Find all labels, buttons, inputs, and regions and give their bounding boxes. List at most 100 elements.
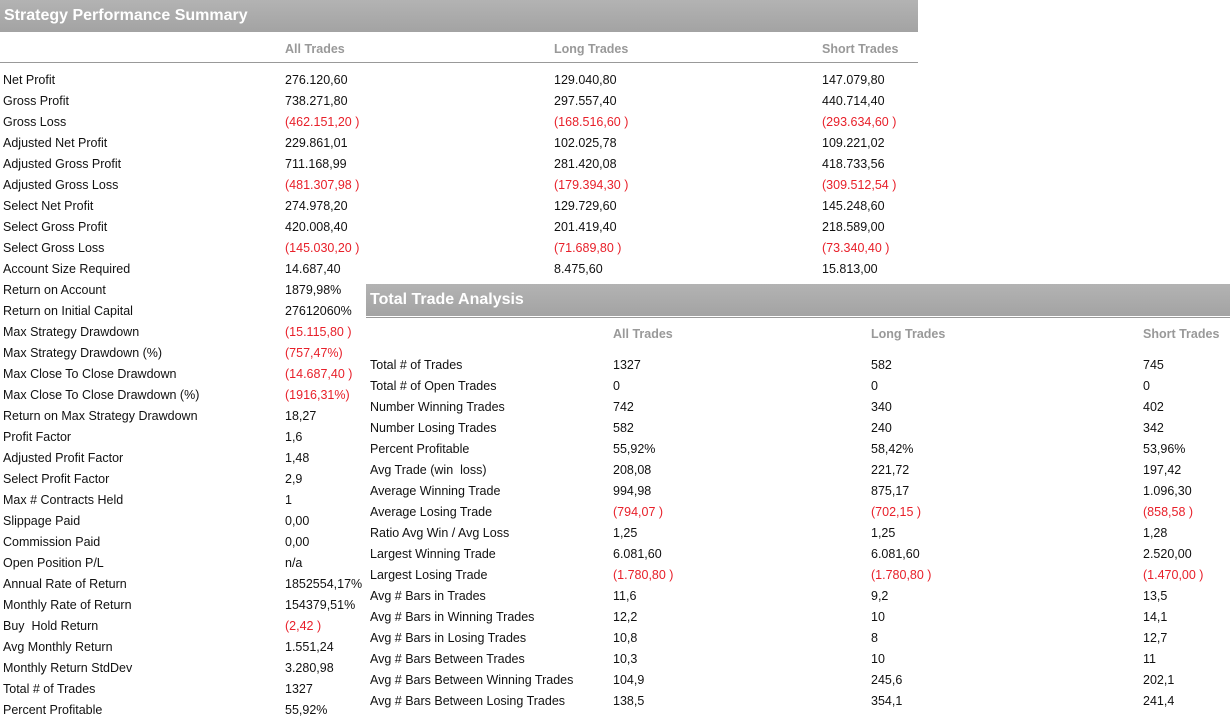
value: 354,1 <box>871 694 903 708</box>
value: 55,92% <box>285 703 328 717</box>
value: 1327 <box>285 682 313 696</box>
value: 418.733,56 <box>822 157 885 171</box>
value: 2.520,00 <box>1143 547 1192 561</box>
value: 202,1 <box>1143 673 1175 687</box>
value: 8.475,60 <box>554 262 603 276</box>
value: 10 <box>871 652 885 666</box>
row-label: Return on Max Strategy Drawdown <box>3 409 198 423</box>
column-header: All Trades <box>285 42 345 56</box>
value: 0 <box>871 379 878 393</box>
value: 221,72 <box>871 463 910 477</box>
value: 218.589,00 <box>822 220 885 234</box>
row-label: Select Gross Profit <box>3 220 108 234</box>
value: 109.221,02 <box>822 136 885 150</box>
row-label: Percent Profitable <box>3 703 103 717</box>
value: 402 <box>1143 400 1164 414</box>
row-label: Open Position P/L <box>3 556 104 570</box>
value: (794,07 ) <box>613 505 664 519</box>
value: (1.470,00 ) <box>1143 568 1204 582</box>
value: (71.689,80 ) <box>554 241 622 255</box>
value: 281.420,08 <box>554 157 617 171</box>
column-header: Long Trades <box>871 327 946 341</box>
value: 2,9 <box>285 472 303 486</box>
row-label: Largest Losing Trade <box>370 568 488 582</box>
column-header: Long Trades <box>554 42 629 56</box>
value: 1 <box>285 493 292 507</box>
row-label: Avg # Bars Between Winning Trades <box>370 673 574 687</box>
value: 18,27 <box>285 409 317 423</box>
value: (1.780,80 ) <box>613 568 674 582</box>
value: 0 <box>613 379 620 393</box>
value: 1852554,17% <box>285 577 363 591</box>
value: (702,15 ) <box>871 505 922 519</box>
row-label: Max Strategy Drawdown <box>3 325 140 339</box>
value: 1,28 <box>1143 526 1168 540</box>
value: 11 <box>1143 652 1156 666</box>
value: 1,6 <box>285 430 303 444</box>
row-label: Total # of Trades <box>3 682 96 696</box>
value: 138,5 <box>613 694 645 708</box>
value: 582 <box>613 421 634 435</box>
row-label: Select Profit Factor <box>3 472 110 486</box>
column-header: Short Trades <box>822 42 899 56</box>
value: 129.040,80 <box>554 73 617 87</box>
value: 582 <box>871 358 892 372</box>
value: 145.248,60 <box>822 199 885 213</box>
value: 14.687,40 <box>285 262 341 276</box>
value: 10,8 <box>613 631 638 645</box>
value: (1.780,80 ) <box>871 568 932 582</box>
value: 0 <box>1143 379 1150 393</box>
row-label: Account Size Required <box>3 262 131 276</box>
value: 342 <box>1143 421 1164 435</box>
value: 274.978,20 <box>285 199 348 213</box>
value: 229.861,01 <box>285 136 348 150</box>
value: 1,48 <box>285 451 310 465</box>
value: (757,47%) <box>285 346 343 360</box>
value: (293.634,60 ) <box>822 115 897 129</box>
row-label: Return on Initial Capital <box>3 304 133 318</box>
row-label: Number Winning Trades <box>370 400 505 414</box>
value: 104,9 <box>613 673 645 687</box>
row-label: Slippage Paid <box>3 514 81 528</box>
value: 245,6 <box>871 673 903 687</box>
value: 297.557,40 <box>554 94 617 108</box>
value: 1.096,30 <box>1143 484 1192 498</box>
section-title: Strategy Performance Summary <box>0 0 918 32</box>
row-label: Avg # Bars in Trades <box>370 589 486 603</box>
value: 711.168,99 <box>285 157 347 171</box>
value: 154379,51% <box>285 598 356 612</box>
row-label: Avg # Bars in Winning Trades <box>370 610 535 624</box>
value: 6.081,60 <box>613 547 662 561</box>
row-label: Net Profit <box>3 73 56 87</box>
value: 8 <box>871 631 878 645</box>
value: 241,4 <box>1143 694 1175 708</box>
row-label: Buy Hold Return <box>3 619 99 633</box>
value: 3.280,98 <box>285 661 334 675</box>
row-label: Avg # Bars Between Trades <box>370 652 525 666</box>
row-label: Commission Paid <box>3 535 101 549</box>
value: 745 <box>1143 358 1164 372</box>
row-label: Average Losing Trade <box>370 505 493 519</box>
section-title: Total Trade Analysis <box>366 284 1230 316</box>
column-header: Short Trades <box>1143 327 1220 341</box>
value: (2,42 ) <box>285 619 322 633</box>
value: n/a <box>285 556 303 570</box>
value: (168.516,60 ) <box>554 115 629 129</box>
row-label: Max # Contracts Held <box>3 493 124 507</box>
column-header: All Trades <box>613 327 673 341</box>
trade-analysis: Total Trade Analysis All Trades Long Trad… <box>366 284 1230 722</box>
value: 0,00 <box>285 514 310 528</box>
value: (462.151,20 ) <box>285 115 360 129</box>
row-label: Total # of Trades <box>370 358 463 372</box>
value: 10 <box>871 610 885 624</box>
value: 102.025,78 <box>554 136 617 150</box>
row-label: Annual Rate of Return <box>3 577 127 591</box>
value: 27612060% <box>285 304 352 318</box>
row-label: Max Close To Close Drawdown (%) <box>3 388 200 402</box>
row-label: Adjusted Gross Profit <box>3 157 122 171</box>
row-label: Total # of Open Trades <box>370 379 497 393</box>
row-label: Percent Profitable <box>370 442 470 456</box>
value: 55,92% <box>613 442 656 456</box>
row-label: Gross Loss <box>3 115 67 129</box>
